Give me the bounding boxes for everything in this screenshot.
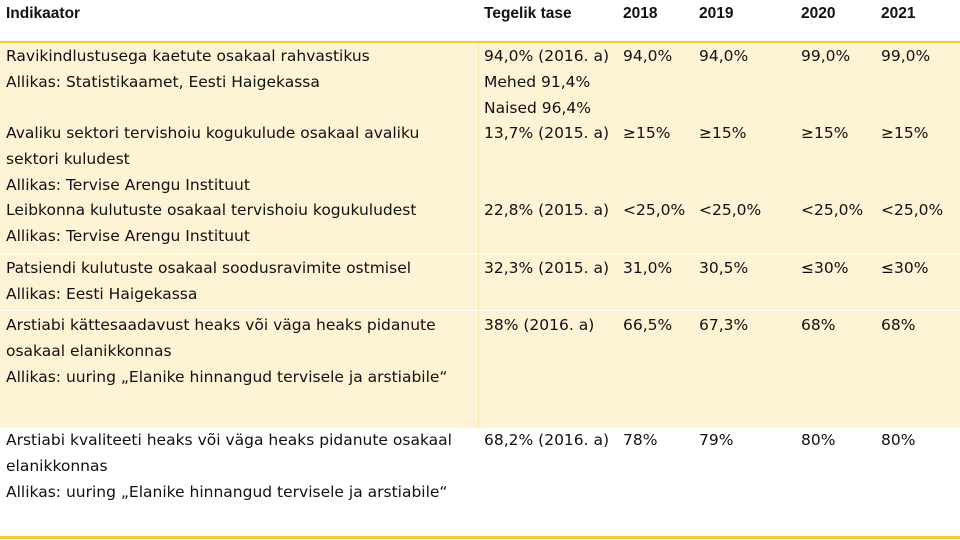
indicator-source: Allikas: Eesti Haigekassa <box>6 284 198 303</box>
row-band-5 <box>0 311 960 428</box>
row-1-2018: 94,0% <box>623 47 673 65</box>
row-5-2020: 68% <box>801 316 836 334</box>
row-6-tase: 68,2% (2016. a) <box>484 431 610 449</box>
col-header-2021: 2021 <box>881 5 916 22</box>
row-3-2018: <25,0% <box>623 201 686 219</box>
indicator-text: Avaliku sektori tervishoiu kogukulude os… <box>6 124 420 142</box>
indicator-source: Allikas: Statistikaamet, Eesti Haigekass… <box>6 72 320 91</box>
table-row-3-indicator: Leibkonna kulutuste osakaal tervishoiu k… <box>6 198 476 250</box>
table-row-5-indicator: Arstiabi kättesaadavust heaks või väga h… <box>6 313 476 390</box>
row-4-2021: ≤30% <box>881 259 929 277</box>
row-5-2018: 66,5% <box>623 316 673 334</box>
row-5-2021: 68% <box>881 316 916 334</box>
row-4-2018: 31,0% <box>623 259 673 277</box>
tase-men: Mehed 91,4% <box>484 72 591 91</box>
indicator-text: Patsiendi kulutuste osakaal soodusravimi… <box>6 259 412 277</box>
row-band-1-2 <box>0 43 960 197</box>
indicator-source: Allikas: Tervise Arengu Instituut <box>6 226 250 245</box>
indicator-text: Ravikindlustusega kaetute osakaal rahvas… <box>6 47 370 65</box>
row-band-6 <box>0 428 960 536</box>
row-3-2020: <25,0% <box>801 201 864 219</box>
row-2-2018: ≥15% <box>623 124 671 142</box>
indicator-source: Allikas: uuring „Elanike hinnangud tervi… <box>6 482 448 501</box>
row-5-2019: 67,3% <box>699 316 749 334</box>
col-header-2019: 2019 <box>699 5 734 22</box>
row-3-2021: <25,0% <box>881 201 944 219</box>
row-2-2019: ≥15% <box>699 124 747 142</box>
indicator-text-cont: sektori kuludest <box>6 149 130 168</box>
indicator-source: Allikas: uuring „Elanike hinnangud tervi… <box>6 367 448 386</box>
row-3-tase: 22,8% (2015. a) <box>484 201 610 219</box>
column-divider <box>478 43 479 429</box>
row-1-2021: 99,0% <box>881 47 931 65</box>
row-2-2021: ≥15% <box>881 124 929 142</box>
col-header-indikaator: Indikaator <box>6 5 81 22</box>
indicator-source: Allikas: Tervise Arengu Instituut <box>6 175 250 194</box>
tase-value: 94,0% (2016. a) <box>484 47 610 65</box>
table-row-6-indicator: Arstiabi kvaliteeti heaks või väga heaks… <box>6 428 476 505</box>
row-6-2018: 78% <box>623 431 658 449</box>
row-2-tase: 13,7% (2015. a) <box>484 124 610 142</box>
table-bottom-border <box>0 536 960 539</box>
table-row-4-indicator: Patsiendi kulutuste osakaal soodusravimi… <box>6 256 476 308</box>
row-separator <box>0 253 960 254</box>
indicator-text-cont: osakaal elanikkonnas <box>6 341 172 360</box>
table-row-1-tase: 94,0% (2016. a) Mehed 91,4% Naised 96,4% <box>484 44 609 121</box>
row-band-3 <box>0 197 960 254</box>
indicator-text: Arstiabi kättesaadavust heaks või väga h… <box>6 316 436 334</box>
table-row-2-indicator: Avaliku sektori tervishoiu kogukulude os… <box>6 121 476 198</box>
row-1-2019: 94,0% <box>699 47 749 65</box>
row-6-2021: 80% <box>881 431 916 449</box>
row-5-tase: 38% (2016. a) <box>484 316 595 334</box>
row-3-2019: <25,0% <box>699 201 762 219</box>
row-2-2020: ≥15% <box>801 124 849 142</box>
row-4-tase: 32,3% (2015. a) <box>484 259 610 277</box>
indicator-text: Leibkonna kulutuste osakaal tervishoiu k… <box>6 201 417 219</box>
row-6-2020: 80% <box>801 431 836 449</box>
indicator-text-cont: elanikkonnas <box>6 456 108 475</box>
col-header-2020: 2020 <box>801 5 836 22</box>
col-header-2018: 2018 <box>623 5 658 22</box>
table-row-1-indicator: Ravikindlustusega kaetute osakaal rahvas… <box>6 44 476 96</box>
row-1-2020: 99,0% <box>801 47 851 65</box>
col-header-tegelik-tase: Tegelik tase <box>484 5 572 22</box>
tase-women: Naised 96,4% <box>484 98 592 117</box>
row-6-2019: 79% <box>699 431 734 449</box>
row-separator <box>0 310 960 311</box>
row-4-2020: ≤30% <box>801 259 849 277</box>
row-band-4 <box>0 254 960 311</box>
indicator-text: Arstiabi kvaliteeti heaks või väga heaks… <box>6 431 452 449</box>
table-header: Indikaator Tegelik tase 2018 2019 2020 2… <box>0 0 960 43</box>
row-4-2019: 30,5% <box>699 259 749 277</box>
